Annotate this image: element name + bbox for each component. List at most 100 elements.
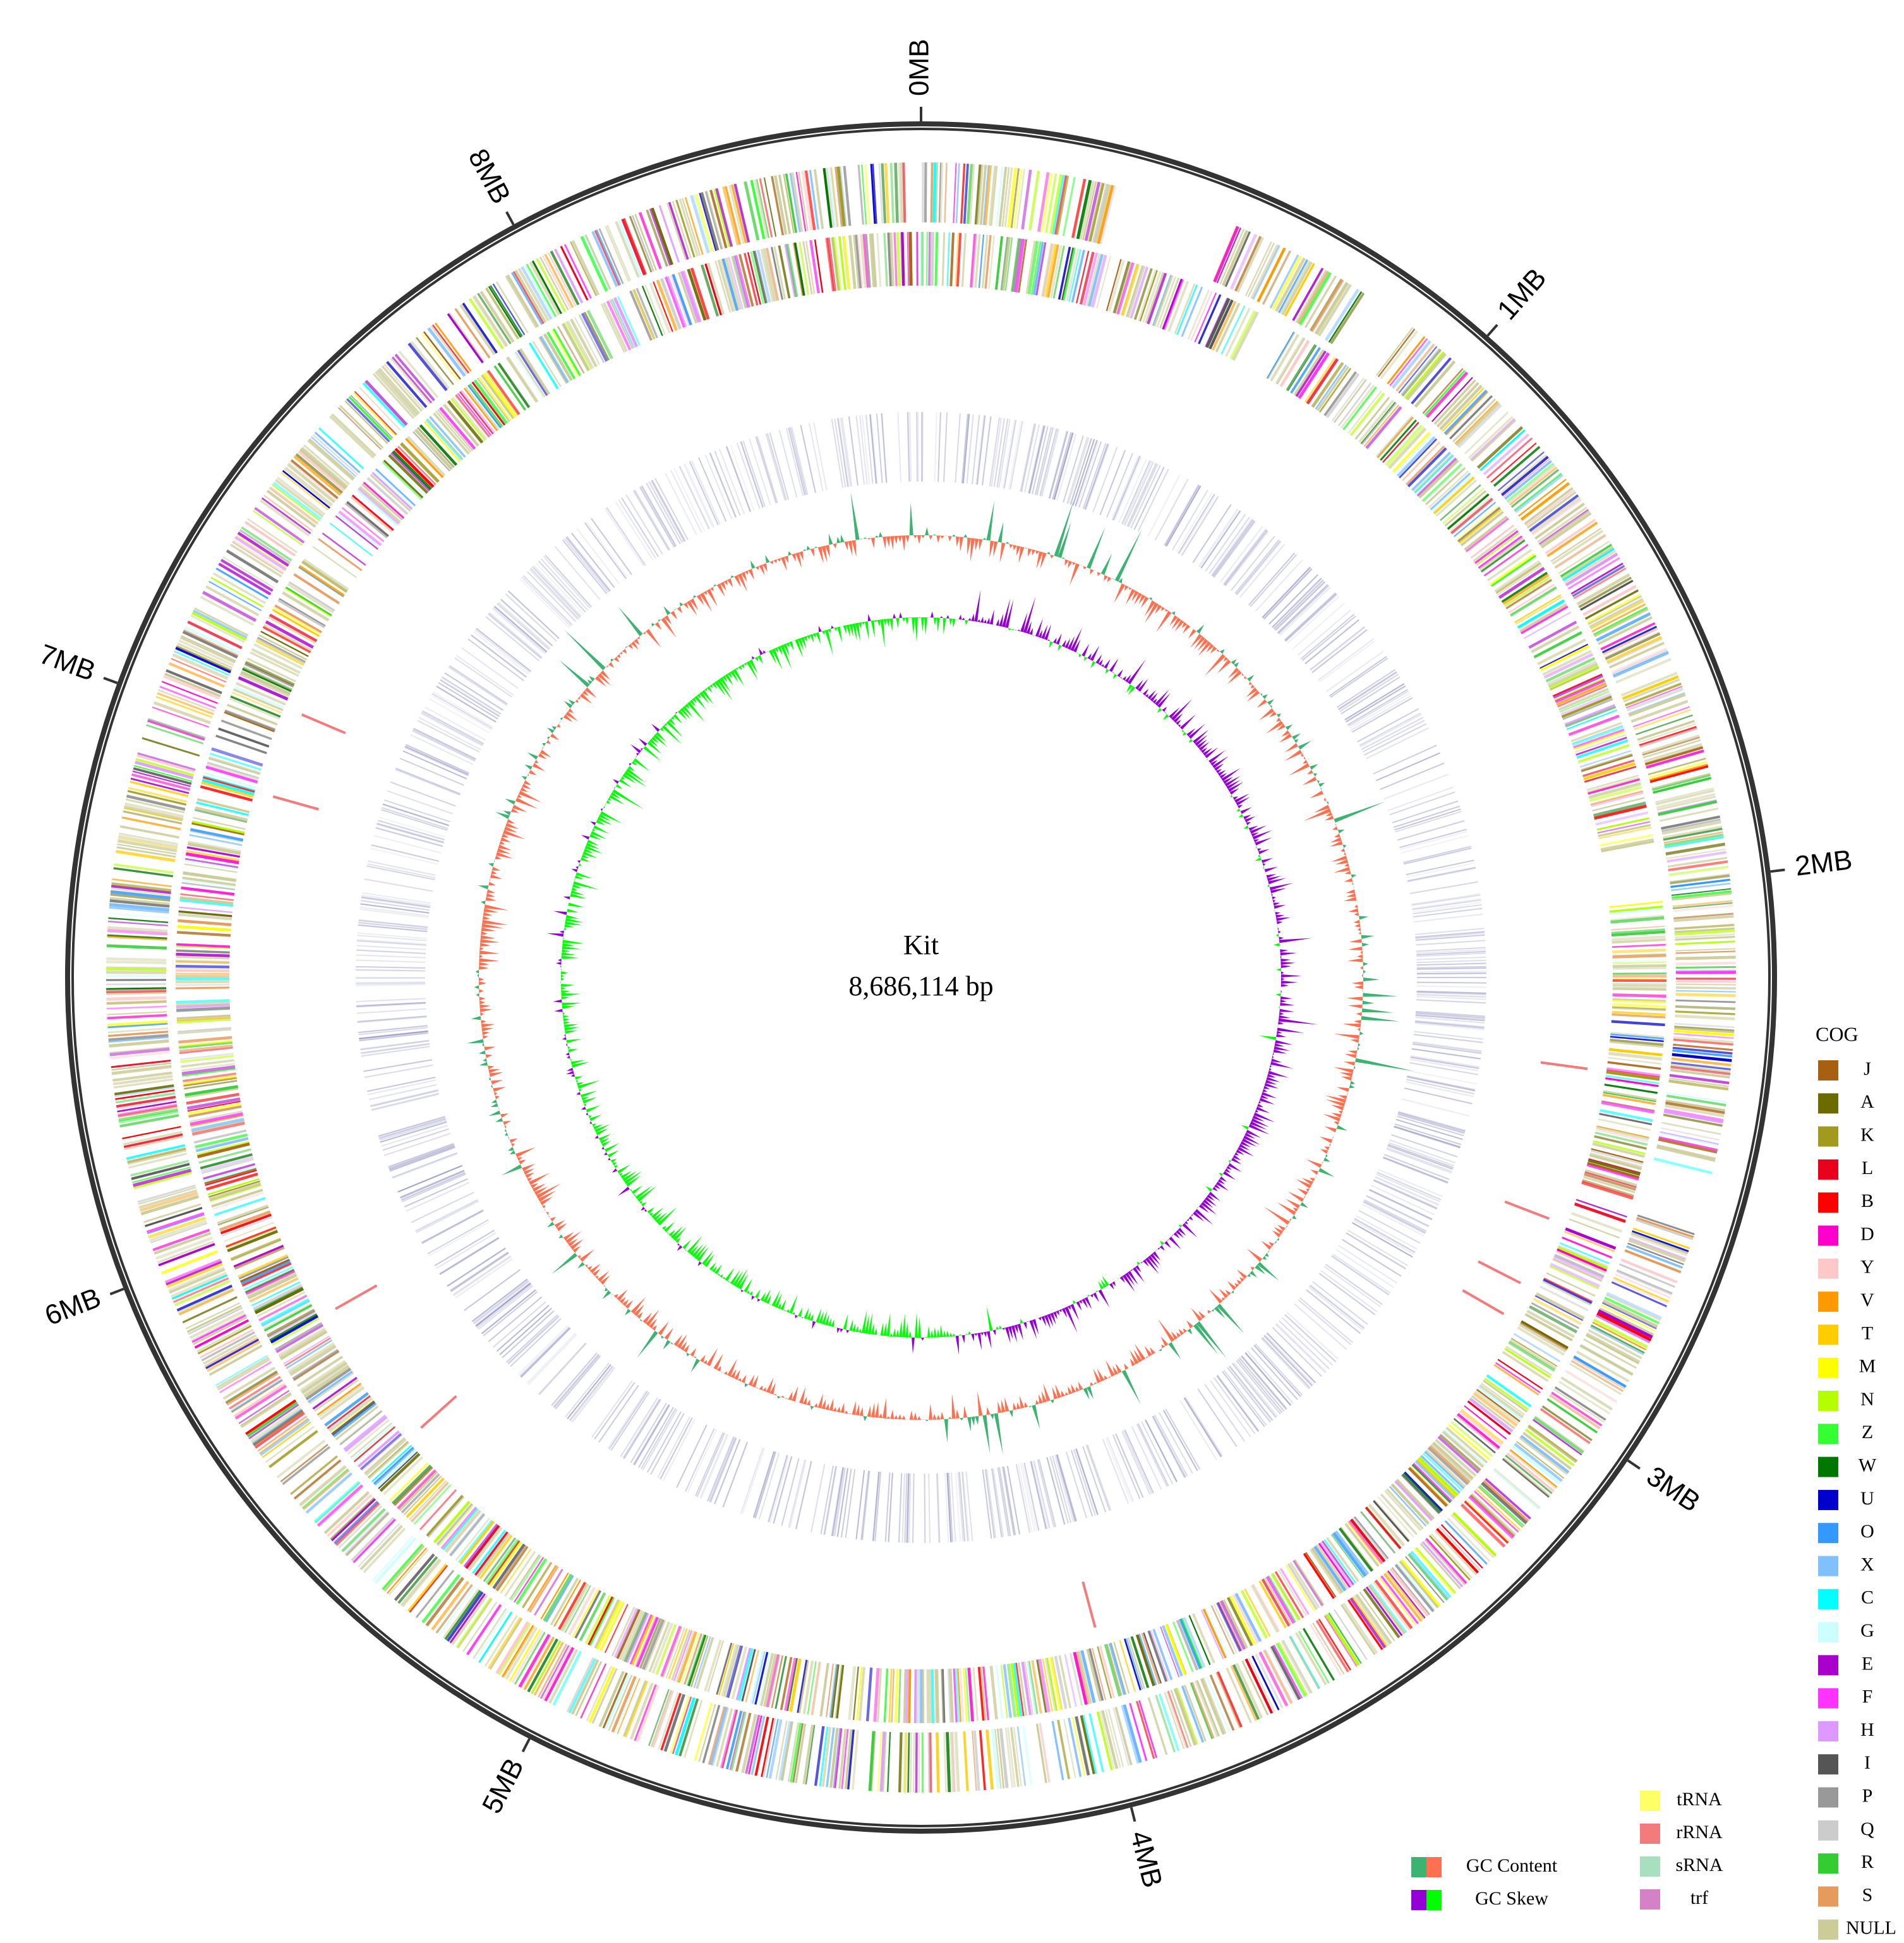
gc-skew-window: [1029, 1320, 1037, 1340]
feature-stripe: [507, 590, 560, 639]
gc-skew-window: [974, 589, 981, 622]
gc-content-window: [592, 1269, 601, 1276]
gene-stripe: [1191, 1613, 1215, 1664]
gene-stripe: [551, 329, 579, 377]
gene-stripe: [716, 1642, 733, 1695]
gene-stripe: [1160, 1626, 1180, 1678]
feature-stripe: [1376, 752, 1440, 782]
gene-stripe: [1385, 1571, 1425, 1620]
gene-stripe: [789, 173, 801, 233]
gene-stripe: [126, 1144, 186, 1160]
gene-stripe: [1481, 1482, 1527, 1525]
gene-stripe: [1455, 1415, 1499, 1451]
gc-content-window: [1055, 1384, 1062, 1398]
gene-stripe: [250, 651, 299, 677]
gene-stripe: [1405, 1556, 1445, 1603]
gene-stripe: [617, 1678, 641, 1734]
gc-content-window: [1244, 675, 1248, 679]
gc-skew-window: [780, 1299, 786, 1310]
gene-stripe: [107, 926, 168, 933]
gene-stripe: [1474, 1490, 1519, 1533]
gc-content-window: [1057, 521, 1071, 559]
gc-skew-window: [971, 1333, 975, 1342]
feature-stripe: [650, 480, 685, 542]
gc-skew-window: [620, 1170, 632, 1179]
feature-stripe: [1147, 474, 1181, 537]
gene-stripe: [301, 1468, 349, 1509]
gc-content-window: [913, 1412, 917, 1420]
gene-stripe: [833, 1728, 841, 1788]
gene-stripe: [318, 427, 365, 469]
gc-skew-window: [1090, 1293, 1094, 1298]
gc-skew-window: [1157, 693, 1171, 708]
gc-skew-window: [1098, 1289, 1110, 1308]
gene-stripe: [334, 1501, 379, 1545]
cog-label: O: [1860, 1521, 1874, 1542]
gene-stripe: [505, 1626, 538, 1680]
cog-label: X: [1860, 1554, 1874, 1575]
gene-stripe: [1673, 1036, 1734, 1044]
gene-stripe: [1015, 1662, 1025, 1716]
gene-stripe: [1598, 826, 1652, 839]
feature-stripe: [1051, 432, 1071, 500]
gc-skew-window: [1073, 639, 1081, 653]
gene-stripe: [574, 1590, 602, 1639]
gene-stripe: [186, 1097, 241, 1110]
feature-stripe: [872, 1472, 880, 1541]
feature-stripe: [1262, 1337, 1311, 1389]
gene-stripe: [641, 1619, 665, 1670]
feature-stripe: [722, 1441, 749, 1508]
feature-stripe: [1401, 1098, 1469, 1117]
gene-stripe: [287, 463, 336, 504]
cog-label: Y: [1860, 1257, 1874, 1278]
gene-stripe: [527, 1565, 557, 1612]
feature-stripe: [1273, 579, 1324, 629]
gc-skew-window: [1008, 1326, 1013, 1340]
gc-skew-window: [1280, 955, 1282, 959]
gene-stripe: [795, 1723, 807, 1783]
feature-stripe: [360, 1040, 430, 1051]
gc-skew-window: [651, 1207, 664, 1219]
gene-stripe: [187, 1101, 241, 1112]
gc-content-window: [713, 1353, 723, 1370]
gene-stripe: [234, 1246, 285, 1270]
gene-stripe: [1630, 1234, 1688, 1257]
feature-stripe: [1250, 554, 1298, 607]
gene-stripe: [1273, 1644, 1303, 1699]
gene-stripe: [174, 650, 230, 676]
feature-stripe: [837, 418, 849, 487]
gene-stripe: [238, 1389, 290, 1424]
gene-stripe: [1465, 517, 1509, 553]
gene-stripe: [773, 246, 786, 300]
gene-stripe: [1592, 1142, 1645, 1158]
feature-stripe: [1027, 425, 1044, 493]
gene-stripe: [305, 1472, 353, 1514]
gc-content-window: [1265, 1252, 1269, 1257]
gene-stripe: [876, 233, 882, 287]
gene-stripe: [1476, 1389, 1521, 1422]
gc-content-window: [1087, 1386, 1094, 1400]
feature-stripe: [862, 1470, 871, 1540]
gc-content-window: [1114, 583, 1126, 603]
gene-stripe: [1479, 1484, 1525, 1527]
gc-skew-window: [1234, 1152, 1239, 1156]
gene-stripe: [1176, 284, 1198, 336]
gene-stripe: [1612, 987, 1666, 991]
gene-stripe: [1229, 233, 1258, 290]
gene-stripe: [826, 1727, 835, 1788]
feature-stripe: [364, 1064, 433, 1079]
gc-skew-window: [1178, 724, 1181, 728]
feature-stripe: [1395, 1118, 1463, 1141]
gene-stripe: [1627, 1242, 1684, 1266]
gene-stripe: [913, 1732, 915, 1793]
gene-stripe: [382, 1543, 423, 1590]
feature-stripe: [1297, 609, 1351, 656]
gene-stripe: [696, 1637, 714, 1689]
gene-stripe: [1007, 1663, 1017, 1717]
gene-stripe: [1490, 442, 1537, 483]
gc-content-window: [890, 1410, 895, 1419]
gene-stripe: [1675, 1005, 1736, 1010]
gc-content-window: [1129, 1350, 1139, 1365]
feature-stripe: [450, 1251, 509, 1292]
gene-stripe: [1552, 1258, 1603, 1282]
